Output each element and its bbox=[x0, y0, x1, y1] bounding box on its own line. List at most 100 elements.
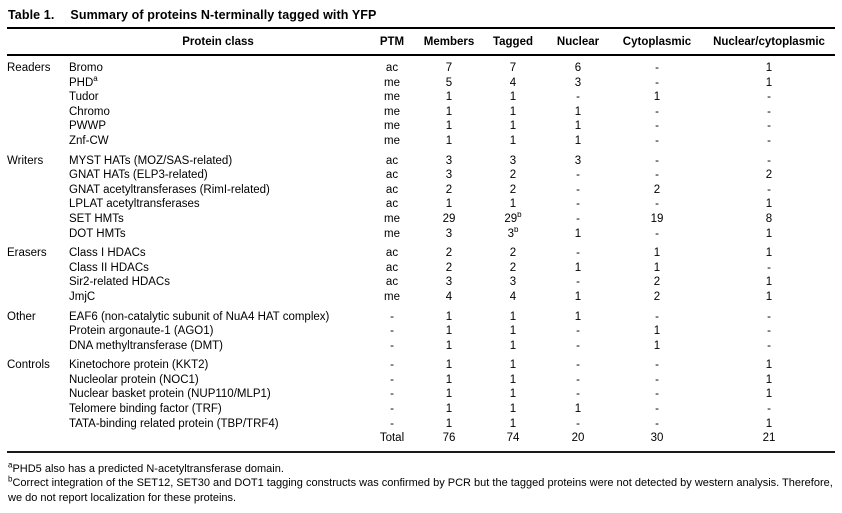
tagged-value: 1 bbox=[481, 417, 545, 432]
group-label bbox=[7, 402, 69, 417]
table-row: Erasers Class I HDACs ac 2 2 - 1 1 bbox=[7, 241, 835, 261]
table-header: Protein class PTM Members Tagged Nuclear… bbox=[7, 29, 835, 56]
members-value-text: 7 bbox=[445, 62, 453, 74]
tagged-value: 1 bbox=[481, 402, 545, 417]
total-cytoplasmic: 30 bbox=[611, 431, 703, 446]
table-row: GNAT acetyltransferases (RimI-related) ac… bbox=[7, 183, 835, 198]
footnote-a-text: PHD5 also has a predicted N-acetyltransf… bbox=[12, 462, 284, 475]
ptm-value: ac bbox=[367, 241, 417, 261]
group-label bbox=[7, 197, 69, 212]
cytoplasmic-value: - bbox=[611, 353, 703, 373]
ptm-value: ac bbox=[367, 55, 417, 76]
nuclear-cytoplasmic-value: - bbox=[703, 183, 835, 198]
members-value-text: 1 bbox=[445, 105, 453, 118]
protein-class: TATA-binding related protein (TBP/TRF4) bbox=[69, 417, 367, 432]
group-label bbox=[7, 168, 69, 183]
cytoplasmic-value: - bbox=[611, 227, 703, 242]
total-nuclear-cytoplasmic: 21 bbox=[703, 431, 835, 446]
protein-class: LPLAT acetyltransferases bbox=[69, 197, 367, 212]
tagged-value-text: 1 bbox=[509, 339, 517, 352]
tagged-value-superscript: b bbox=[513, 226, 519, 234]
tagged-value-text: 1 bbox=[509, 91, 517, 104]
tagged-value-text: 3 bbox=[509, 154, 517, 167]
ptm-value-text: - bbox=[390, 403, 394, 416]
tagged-value-text: 1 bbox=[509, 373, 517, 386]
members-value: 1 bbox=[417, 134, 481, 149]
members-value: 1 bbox=[417, 305, 481, 325]
nuclear-cytoplasmic-value: - bbox=[703, 402, 835, 417]
cytoplasmic-value-text: - bbox=[655, 417, 659, 430]
column-header-tagged: Tagged bbox=[481, 29, 545, 56]
column-header-cytoplasmic: Cytoplasmic bbox=[611, 29, 703, 56]
nuclear-value: 1 bbox=[545, 134, 611, 149]
nuclear-cytoplasmic-value-text: - bbox=[767, 325, 771, 338]
cytoplasmic-value: - bbox=[611, 149, 703, 169]
ptm-value: ac bbox=[367, 261, 417, 276]
nuclear-value: - bbox=[545, 353, 611, 373]
table-title: Table 1. Summary of proteins N-terminally… bbox=[7, 3, 835, 29]
members-value-text: 1 bbox=[445, 339, 453, 352]
protein-class bbox=[69, 431, 367, 446]
nuclear-cytoplasmic-value-text: 2 bbox=[765, 169, 773, 182]
ptm-value: ac bbox=[367, 275, 417, 290]
protein-class-text: Protein argonaute-1 (AGO1) bbox=[69, 325, 214, 338]
members-value: 7 bbox=[417, 55, 481, 76]
protein-class: Protein argonaute-1 (AGO1) bbox=[69, 324, 367, 339]
table-row: Chromo me 1 1 1 - - bbox=[7, 105, 835, 120]
ptm-value: ac bbox=[367, 197, 417, 212]
tagged-value: 3b bbox=[481, 227, 545, 242]
nuclear-cytoplasmic-value: 1 bbox=[703, 387, 835, 402]
tagged-value-text: 1 bbox=[509, 134, 517, 147]
group-label: Controls bbox=[7, 353, 69, 373]
members-value: 29 bbox=[417, 212, 481, 227]
ptm-value-text: me bbox=[384, 91, 400, 104]
cytoplasmic-value-text: 19 bbox=[650, 212, 664, 225]
members-value-text: 5 bbox=[445, 76, 453, 89]
nuclear-cytoplasmic-value: 1 bbox=[703, 290, 835, 305]
ptm-value: - bbox=[367, 417, 417, 432]
nuclear-cytoplasmic-value: - bbox=[703, 90, 835, 105]
table-row: Controls Kinetochore protein (KKT2) - 1 1 - - 1 bbox=[7, 353, 835, 373]
ptm-value-text: me bbox=[384, 105, 400, 118]
tagged-value-text: 1 bbox=[509, 120, 517, 133]
protein-class-text: Znf-CW bbox=[69, 134, 109, 147]
ptm-value-text: ac bbox=[385, 169, 399, 182]
ptm-value-text: me bbox=[384, 212, 400, 225]
nuclear-value-text: 1 bbox=[574, 403, 582, 416]
cytoplasmic-value: 19 bbox=[611, 212, 703, 227]
nuclear-cytoplasmic-value: 1 bbox=[703, 227, 835, 242]
nuclear-cytoplasmic-value: - bbox=[703, 261, 835, 276]
cytoplasmic-value-text: - bbox=[655, 105, 659, 118]
members-value-text: 4 bbox=[445, 290, 453, 303]
members-value: 2 bbox=[417, 261, 481, 276]
group-label bbox=[7, 212, 69, 227]
group-label bbox=[7, 324, 69, 339]
table-row: TATA-binding related protein (TBP/TRF4) -… bbox=[7, 417, 835, 432]
table-row: DOT HMTs me 3 3b 1-1 bbox=[7, 227, 835, 242]
ptm-value: me bbox=[367, 105, 417, 120]
members-value: 1 bbox=[417, 105, 481, 120]
nuclear-cytoplasmic-value-text: 1 bbox=[765, 227, 773, 240]
cytoplasmic-value: - bbox=[611, 305, 703, 325]
protein-class: Nuclear basket protein (NUP110/MLP1) bbox=[69, 387, 367, 402]
members-value: 1 bbox=[417, 339, 481, 354]
nuclear-cytoplasmic-value-text: - bbox=[767, 310, 771, 323]
nuclear-cytoplasmic-value-text: - bbox=[767, 120, 771, 133]
protein-class-text: Class II HDACs bbox=[69, 261, 149, 274]
ptm-value-text: ac bbox=[385, 154, 399, 167]
nuclear-value-text: 1 bbox=[574, 134, 582, 147]
nuclear-value: - bbox=[545, 241, 611, 261]
protein-class: Tudor bbox=[69, 90, 367, 105]
protein-class: JmjC bbox=[69, 290, 367, 305]
group-label bbox=[7, 261, 69, 276]
cytoplasmic-value: 1 bbox=[611, 90, 703, 105]
cytoplasmic-value-text: - bbox=[655, 120, 659, 133]
group-label bbox=[7, 183, 69, 198]
protein-class-text: Bromo bbox=[69, 62, 103, 74]
cytoplasmic-value: 1 bbox=[611, 241, 703, 261]
tagged-value-text: 1 bbox=[509, 310, 517, 323]
nuclear-cytoplasmic-value: 2 bbox=[703, 168, 835, 183]
members-value-text: 29 bbox=[442, 212, 456, 225]
ptm-value: ac bbox=[367, 168, 417, 183]
total-members: 76 bbox=[417, 431, 481, 446]
